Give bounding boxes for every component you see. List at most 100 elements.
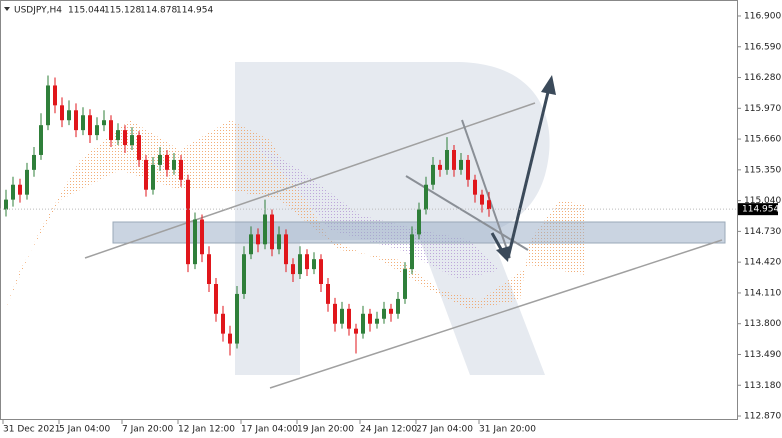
candle-body bbox=[116, 130, 120, 141]
candle-body bbox=[291, 264, 295, 275]
channel-line bbox=[84, 102, 536, 259]
candle-body bbox=[123, 130, 127, 146]
candle-body bbox=[39, 125, 43, 155]
ichimoku-cloud bbox=[5, 120, 585, 310]
candle-body bbox=[130, 135, 134, 146]
y-tick-label: 115.660 bbox=[744, 135, 781, 145]
candle-body bbox=[319, 259, 323, 285]
candle-body bbox=[60, 105, 64, 121]
y-tick-label: 116.900 bbox=[744, 11, 781, 21]
candle-body bbox=[109, 120, 113, 141]
arrow-head bbox=[541, 75, 556, 95]
y-tick-label: 113.800 bbox=[744, 319, 781, 329]
candle-body bbox=[431, 164, 435, 185]
candle-body bbox=[438, 164, 442, 170]
candle-body bbox=[347, 308, 351, 329]
candle-body bbox=[172, 159, 176, 170]
candle-body bbox=[4, 199, 8, 210]
candle-body bbox=[53, 85, 57, 106]
candle-body bbox=[25, 169, 29, 195]
candle-body bbox=[368, 313, 372, 324]
x-tick-label: 31 Jan 20:00 bbox=[479, 425, 536, 435]
ichimoku-cloud bbox=[250, 140, 500, 280]
candle-body bbox=[333, 303, 337, 324]
price-tag-label: 114.954 bbox=[742, 205, 779, 215]
candle-body bbox=[11, 184, 15, 200]
candle-body bbox=[186, 179, 190, 265]
candle-body bbox=[221, 313, 225, 334]
candle-body bbox=[165, 154, 169, 170]
symbol: USDJPY,H4 bbox=[14, 6, 62, 16]
candle-body bbox=[445, 149, 449, 170]
candle-body bbox=[382, 308, 386, 319]
watermark bbox=[235, 62, 550, 375]
candle-body bbox=[305, 254, 309, 270]
y-tick-label: 113.180 bbox=[744, 381, 781, 391]
y-tick-label: 114.730 bbox=[744, 227, 781, 237]
candle-body bbox=[256, 234, 260, 245]
candle-body bbox=[396, 298, 400, 314]
candle-body bbox=[144, 159, 148, 190]
high-value: 115.128 bbox=[104, 6, 141, 16]
y-tick-label: 112.870 bbox=[744, 412, 781, 422]
candle-body bbox=[158, 154, 162, 165]
candle-body bbox=[417, 209, 421, 235]
candle-body bbox=[228, 333, 232, 344]
candle-body bbox=[249, 234, 253, 255]
candle-body bbox=[361, 313, 365, 334]
candle-body bbox=[235, 293, 239, 344]
y-tick-label: 116.280 bbox=[744, 73, 781, 83]
candle-body bbox=[284, 234, 288, 265]
candle-body bbox=[214, 284, 218, 314]
candle-body bbox=[88, 115, 92, 136]
candle-body bbox=[340, 308, 344, 324]
candle-body bbox=[487, 200, 491, 210]
x-tick-label: 24 Jan 12:00 bbox=[360, 425, 417, 435]
candle-body bbox=[473, 179, 477, 195]
candle-body bbox=[270, 214, 274, 250]
candle-body bbox=[67, 110, 71, 121]
candle-body bbox=[242, 254, 246, 294]
candle-body bbox=[46, 85, 50, 126]
candle-body bbox=[151, 164, 155, 190]
candles bbox=[4, 75, 491, 356]
candle-body bbox=[375, 318, 379, 324]
candle-body bbox=[326, 284, 330, 304]
x-tick-label: 27 Jan 04:00 bbox=[416, 425, 473, 435]
candle-body bbox=[277, 234, 281, 250]
candle-body bbox=[74, 110, 78, 131]
candle-body bbox=[312, 259, 316, 270]
candle-body bbox=[200, 219, 204, 255]
candle-body bbox=[18, 184, 22, 195]
candle-body bbox=[459, 159, 463, 170]
candle-body bbox=[424, 184, 428, 210]
x-tick-label: 12 Jan 12:00 bbox=[178, 425, 235, 435]
candle-body bbox=[480, 194, 484, 205]
candle-body bbox=[389, 308, 393, 314]
y-tick-label: 114.110 bbox=[744, 288, 781, 298]
close-value: 114.954 bbox=[176, 6, 213, 16]
candle-body bbox=[466, 159, 470, 180]
candle-body bbox=[207, 254, 211, 285]
x-tick-label: 17 Jan 04:00 bbox=[241, 425, 298, 435]
menu-icon bbox=[4, 7, 10, 11]
arrow bbox=[506, 87, 551, 259]
candle-body bbox=[298, 254, 302, 275]
open-value: 115.044 bbox=[68, 6, 105, 16]
channel-line bbox=[269, 239, 723, 389]
y-tick-label: 113.490 bbox=[744, 350, 781, 360]
y-tick-label: 115.970 bbox=[744, 104, 781, 114]
y-tick-label: 114.420 bbox=[744, 258, 781, 268]
candle-body bbox=[193, 219, 197, 265]
y-tick-label: 115.040 bbox=[744, 196, 781, 206]
candle-body bbox=[403, 269, 407, 299]
candle-body bbox=[179, 159, 183, 180]
y-tick-label: 116.590 bbox=[744, 42, 781, 52]
arrow-head bbox=[496, 246, 510, 262]
candle-body bbox=[81, 115, 85, 131]
low-value: 114.878 bbox=[140, 6, 177, 16]
price-tag bbox=[738, 203, 778, 216]
candle-body bbox=[137, 135, 141, 160]
